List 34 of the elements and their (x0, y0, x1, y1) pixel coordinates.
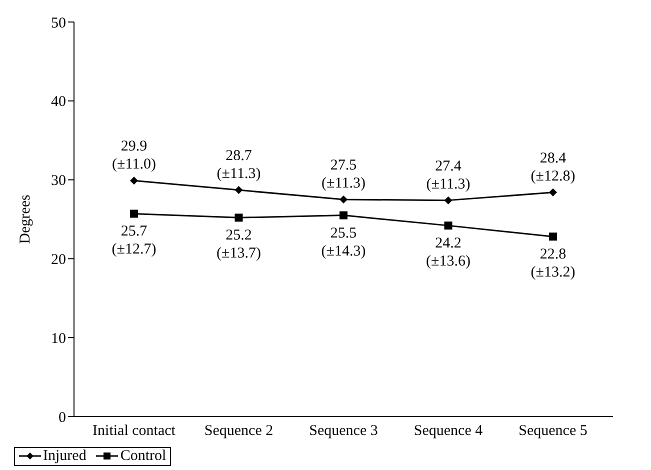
point (549, 232, 557, 241)
y-tick-label: 0 (58, 410, 66, 426)
data-label: 29.9 (±11.0) (112, 138, 156, 173)
data-label: 28.4 (±12.8) (530, 150, 576, 184)
point (549, 188, 557, 196)
data-label: 25.7 (±12.7) (112, 224, 156, 258)
data-label: 27.4 (±11.3) (426, 158, 470, 192)
data-label: 25.2 (±13.7) (216, 228, 261, 262)
point (130, 210, 138, 218)
x-tick-label: Sequence 2 (204, 423, 274, 440)
point (444, 222, 452, 230)
data-label: 27.5 (±11.3) (322, 158, 366, 192)
point (234, 186, 243, 194)
legend-label: Control (119, 448, 166, 464)
point (130, 176, 138, 185)
data-label: 22.8 (±13.2) (530, 246, 576, 281)
x-tick-label: Sequence 3 (309, 423, 378, 440)
x-tick-label: Initial contact (92, 423, 176, 440)
y-tick-label: 10 (51, 330, 66, 347)
point (444, 196, 452, 204)
x-tick-label: Sequence 4 (414, 423, 484, 440)
data-label: 25.5 (±14.3) (321, 225, 366, 260)
y-tick-label: 40 (51, 94, 66, 110)
x-tick-label: Sequence 5 (518, 423, 588, 440)
data-label: 28.7 (±11.3) (216, 148, 261, 182)
y-tick-label: 50 (51, 15, 66, 32)
legend-label: Injured (42, 448, 86, 464)
point (340, 211, 348, 220)
y-tick-label: 30 (51, 173, 66, 190)
point (234, 214, 243, 222)
point (340, 196, 348, 204)
data-label: 24.2 (±13.6) (426, 236, 470, 270)
y-tick-label: 20 (51, 252, 66, 268)
y-axis-title: Degrees (17, 194, 34, 244)
